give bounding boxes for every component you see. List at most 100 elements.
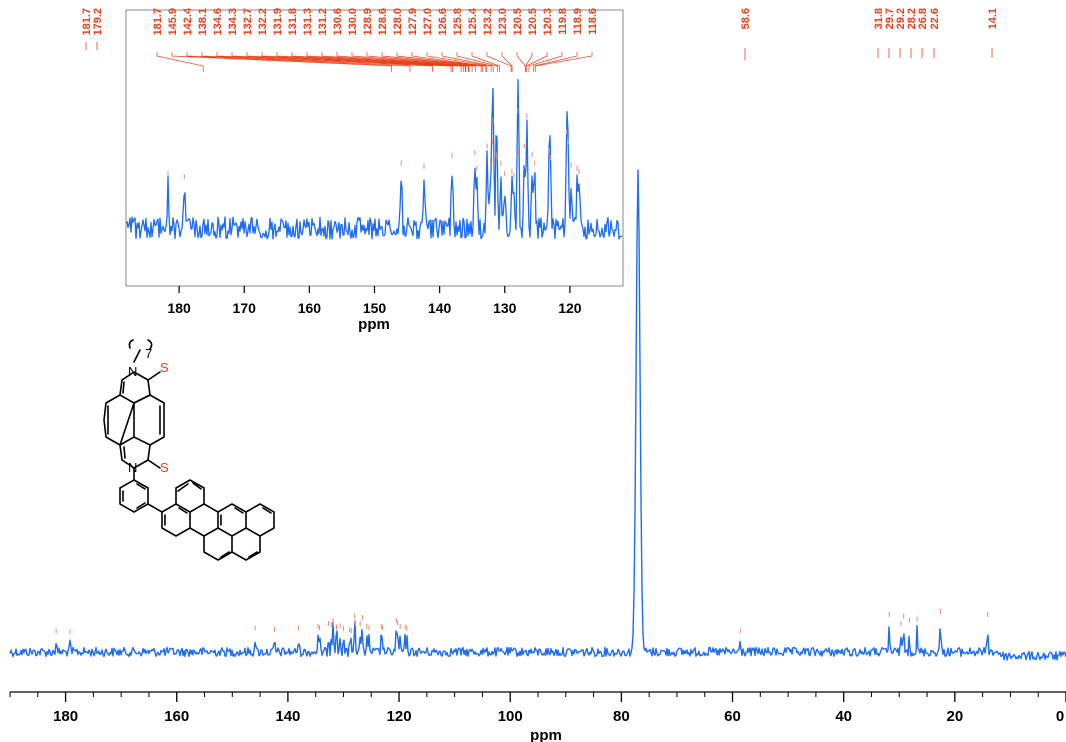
- inset-peak-label: 127.0: [422, 8, 434, 36]
- main-spectrum-plot: 180 160 140 120 100 80 60 40 20 0 ppm 181.7 179.2 5…: [9, 8, 1066, 742]
- main-peak-label: 14.1: [987, 8, 999, 29]
- inset-peak-labels: 181.7 145.9 142.4 138.1 134.6 134.3 132.7 132.2…: [152, 7, 599, 35]
- main-tick-label: 100: [498, 708, 523, 725]
- inset-tick-label: 130: [493, 300, 517, 316]
- main-peak-label: 181.7: [81, 8, 93, 36]
- main-peak-label: 26.8: [917, 8, 929, 29]
- inset-tick-label: 180: [167, 300, 191, 316]
- inset-peak-connector: [351, 52, 476, 72]
- main-tick-label: 20: [946, 708, 963, 725]
- inset-peak-label: 131.3: [302, 8, 314, 36]
- inset-peak-label: 131.8: [287, 8, 299, 36]
- thione-bond-top: [147, 371, 161, 381]
- molecular-structure: 7 N S N S: [103, 339, 275, 561]
- inset-peak-label: 125.8: [452, 8, 464, 36]
- inset-peak-label: 125.4: [467, 7, 479, 35]
- inset-tick-label: 170: [233, 300, 257, 316]
- inset-peak-label: 119.8: [557, 8, 569, 35]
- inset-peak-label: 134.6: [212, 8, 224, 36]
- inset-peak-label: 120.3: [542, 8, 554, 36]
- inset-peak-connector: [426, 52, 492, 72]
- inset-peak-label: 181.7: [152, 8, 164, 36]
- inset-peak-connector: [471, 52, 500, 72]
- inset-peak-label: 118.6: [587, 8, 599, 35]
- main-peak-label: 179.2: [92, 8, 104, 36]
- inset-peak-marks: [167, 108, 580, 180]
- inset-peak-label: 131.2: [317, 8, 329, 36]
- inset-peak-connector: [231, 52, 453, 72]
- inset-peak-connector: [336, 52, 473, 72]
- inset-peak-label: 118.9: [572, 8, 584, 35]
- phenyl-perylene-bond: [147, 503, 163, 513]
- main-peak-label: 58.6: [740, 8, 752, 29]
- inset-peak-connector: [171, 52, 392, 72]
- inset-peak-connector: [525, 52, 548, 72]
- double-bond-top: [122, 381, 125, 394]
- inset-peak-label: 130.6: [332, 8, 344, 36]
- inset-peak-label: 132.2: [257, 8, 269, 36]
- inset-peak-label: 128.0: [392, 8, 404, 36]
- inset-peak-connector: [321, 52, 470, 72]
- main-x-ticks: 180 160 140 120 100 80 60 40 20 0: [9, 692, 1066, 725]
- perylene-double-bonds: [164, 482, 272, 558]
- inset-peak-connector: [366, 52, 482, 72]
- inset-peak-connector: [291, 52, 467, 72]
- inset-peak-connector: [533, 52, 578, 72]
- main-peak-label-connectors: [85, 42, 993, 60]
- inset-peak-connector: [534, 52, 593, 72]
- main-peak-label: 29.7: [884, 8, 896, 29]
- alkyl-chain: [128, 339, 153, 363]
- inset-peak-connector: [501, 52, 513, 72]
- main-tick-label: 180: [53, 708, 78, 725]
- inset-peak-connector: [201, 52, 433, 72]
- main-x-axis-title: ppm: [530, 727, 562, 742]
- main-tick-label: 120: [387, 708, 412, 725]
- main-tick-label: 80: [613, 708, 630, 725]
- main-peak-label: 28.2: [906, 8, 918, 29]
- inset-peak-connector: [246, 52, 462, 72]
- main-tick-label: 60: [724, 708, 741, 725]
- inset-peak-connector: [441, 52, 494, 72]
- inset-peak-connector: [216, 52, 452, 72]
- inset-peak-connector: [276, 52, 466, 72]
- inset-tick-label: 120: [558, 300, 582, 316]
- inset-peak-connector: [306, 52, 469, 72]
- inset-spectrum-plot: 180 170 160 150 140 130 120 ppm 181.7 145.9 142.…: [125, 7, 624, 333]
- inset-x-ticks: 180 170 160 150 140 130 120: [167, 286, 582, 316]
- inset-peak-connector: [411, 52, 487, 72]
- phenyl-ring: [119, 479, 149, 513]
- nitrogen-top-label: N: [128, 364, 137, 379]
- inset-peak-label: 128.6: [377, 8, 389, 36]
- main-peak-marks: [55, 609, 989, 635]
- inset-tick-label: 150: [363, 300, 387, 316]
- inset-peak-label: 128.9: [362, 8, 374, 36]
- main-tick-label: 0: [1056, 708, 1064, 725]
- inset-peak-connector: [381, 52, 483, 72]
- inset-peak-label: 120.5: [512, 8, 524, 36]
- nitrogen-bottom-label: N: [128, 460, 137, 475]
- inset-peak-label: 145.9: [167, 8, 179, 36]
- inset-peak-label: 123.0: [497, 8, 509, 36]
- inset-peak-label: 120.5: [527, 8, 539, 36]
- inset-peak-label: 123.2: [482, 8, 494, 36]
- inset-peak-connector: [261, 52, 465, 72]
- inset-peak-label: 132.7: [242, 8, 254, 36]
- inset-peak-connector: [186, 52, 411, 72]
- main-peak-label: 31.8: [873, 8, 885, 29]
- inset-peak-label: 127.9: [407, 8, 419, 36]
- inset-x-axis-title: ppm: [358, 316, 390, 333]
- inset-peak-label: 126.6: [437, 8, 449, 36]
- sulfur-top-label: S: [160, 360, 169, 375]
- perylene-ring-system: [161, 479, 275, 561]
- inset-peak-label: 134.3: [227, 8, 239, 36]
- inset-peak-label: 142.4: [182, 7, 194, 35]
- core-inner-double-bonds: [107, 405, 161, 435]
- inset-peak-connector: [486, 52, 512, 72]
- thione-bond-bottom: [147, 459, 161, 469]
- double-bond-bottom: [123, 446, 126, 459]
- main-tick-label: 160: [164, 708, 189, 725]
- inset-tick-label: 160: [298, 300, 322, 316]
- sulfur-bottom-label: S: [160, 460, 169, 475]
- main-peak-label: 22.6: [929, 8, 941, 29]
- inset-tick-label: 140: [428, 300, 452, 316]
